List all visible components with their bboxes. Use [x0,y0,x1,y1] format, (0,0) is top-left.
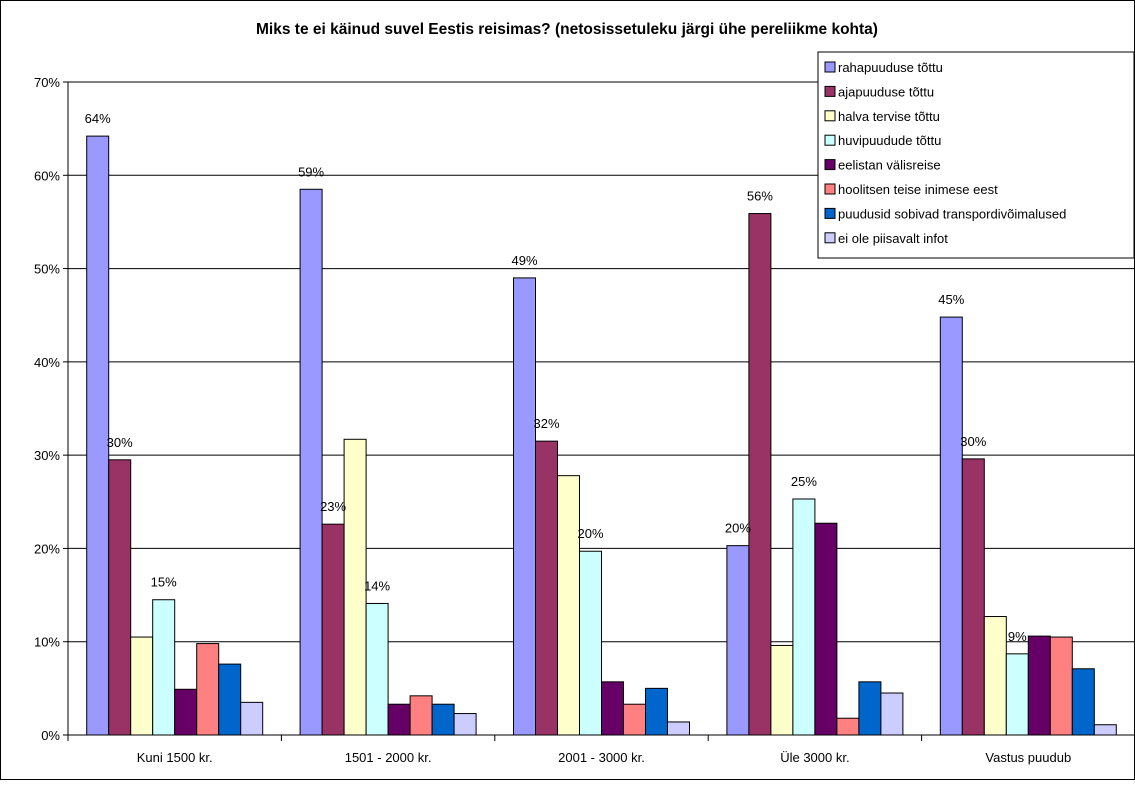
bar [579,550,602,736]
legend-swatch [824,85,836,97]
y-tick-label: 30% [34,448,60,463]
legend-label: halva tervise tõttu [838,109,940,124]
bar [792,498,816,736]
legend-label: eelistan välisreise [838,158,941,173]
x-axis-ticks: Kuni 1500 kr. 1501 - 2000 kr. 2001 - 3000 … [67,735,1135,765]
legend-swatch [824,134,836,146]
bar [535,440,558,736]
bar [321,523,345,736]
data-label: 20% [725,521,751,536]
y-tick-label: 0% [41,728,60,743]
bar [513,277,536,736]
legend-label: ei ole piisavalt infot [838,231,948,246]
bar [130,636,154,736]
legend: rahapuuduse tõttu ajapuuduse tõttu halva t… [817,51,1135,259]
bar [770,644,794,736]
data-label: 64% [85,111,111,126]
legend-swatch [824,207,836,219]
bar [431,703,455,736]
data-labels: 64% 59% 49% 20% 45% 30% 23% 32% 56% 30% 15% 14% 20% 2… [85,111,1027,644]
x-tick-label: Vastus puudub [985,750,1071,765]
bar [961,458,985,736]
legend-swatch [824,183,836,195]
axes [67,82,1135,736]
y-tick-label: 60% [34,168,60,183]
data-label: 56% [747,189,773,204]
bars [86,135,1117,736]
data-label: 23% [320,499,346,514]
data-label: 49% [511,253,537,268]
bar [1027,635,1051,736]
bar [1071,668,1095,736]
bar [1049,636,1073,736]
bar [557,475,580,736]
legend-label: ajapuuduse tõttu [838,84,934,99]
y-tick-label: 20% [34,541,60,556]
legend-label: huvipuudude tõttu [838,133,941,148]
legend-box [817,51,1135,259]
bar [667,721,690,736]
bar [880,692,904,736]
bar [343,438,367,736]
bar [814,522,838,736]
data-label: 15% [151,575,177,590]
y-tick-label: 70% [34,75,60,90]
bar [196,643,220,736]
bar [836,717,860,736]
bar [240,701,264,736]
y-axis-ticks: 0% 10% 20% 30% 40% 50% 60% 70% [34,75,68,743]
bar [108,459,132,736]
x-tick-label: Kuni 1500 kr. [137,750,213,765]
x-tick-label: Üle 3000 kr. [780,750,849,765]
legend-label: puudusid sobivad transpordivõimalused [838,206,1066,221]
data-label: 14% [364,578,390,593]
bar [601,681,624,736]
data-label: 25% [791,474,817,489]
bar [1093,724,1117,736]
bar [645,687,668,736]
bar [86,135,110,736]
bar [409,695,433,736]
data-label: 45% [938,292,964,307]
data-label: 20% [577,526,603,541]
legend-swatch [824,110,836,122]
bar [623,703,646,736]
data-label: 9% [1008,629,1027,644]
legend-label: rahapuuduse tõttu [838,60,943,75]
bar [939,316,963,736]
y-tick-label: 10% [34,635,60,650]
bar [218,663,242,736]
data-label: 30% [960,434,986,449]
x-tick-label: 1501 - 2000 kr. [345,750,432,765]
bar [1005,653,1029,736]
bar [983,616,1007,736]
bar [152,599,176,736]
bar [174,688,198,736]
bar [748,213,772,736]
legend-swatch [824,232,836,244]
bar [299,188,323,736]
bar [365,602,389,736]
bar [858,681,882,736]
bar [387,703,411,736]
legend-label: hoolitsen teise inimese eest [838,182,998,197]
bar [726,545,750,736]
y-tick-label: 50% [34,262,60,277]
data-label: 30% [107,435,133,450]
chart-title: Miks te ei käinud suvel Eestis reisimas?… [256,21,878,38]
y-tick-label: 40% [34,355,60,370]
legend-swatch [824,61,836,73]
bar [453,713,477,736]
x-tick-label: 2001 - 3000 kr. [558,750,645,765]
legend-swatch [824,159,836,171]
data-label: 59% [298,164,324,179]
data-label: 32% [533,416,559,431]
